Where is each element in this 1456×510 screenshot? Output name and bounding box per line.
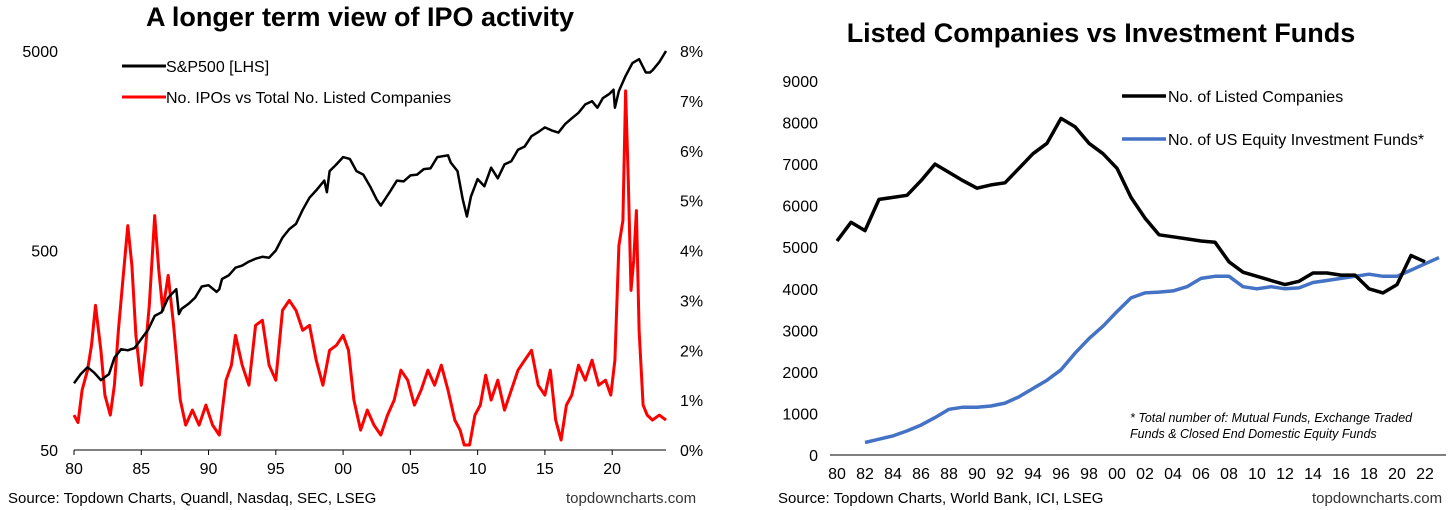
legend-label: No. of Listed Companies xyxy=(1168,89,1343,106)
x-tick-label: 80 xyxy=(828,466,846,483)
y-tick-label: 4000 xyxy=(782,282,818,299)
y-tick-label: 3000 xyxy=(782,323,818,340)
y-right-tick-label: 8% xyxy=(680,44,703,61)
left-source-text: Source: Topdown Charts, Quandl, Nasdaq, … xyxy=(8,490,377,507)
x-tick-label: 12 xyxy=(1276,466,1294,483)
y-tick-label: 1000 xyxy=(782,406,818,423)
y-tick-label: 5000 xyxy=(782,240,818,257)
right-source-text: Source: Topdown Charts, World Bank, ICI,… xyxy=(778,490,1104,507)
y-right-tick-label: 2% xyxy=(680,343,703,360)
left-chart-panel: A longer term view of IPO activity 80 85 9… xyxy=(0,0,720,510)
right-footnote: * Total number of: Mutual Funds, Exchang… xyxy=(1130,411,1413,441)
y-left-tick-label: 50 xyxy=(40,443,58,460)
legend-label: No. of US Equity Investment Funds* xyxy=(1168,132,1424,149)
x-tick-label: 82 xyxy=(856,466,874,483)
left-chart-title: A longer term view of IPO activity xyxy=(145,2,575,32)
y-right-tick-label: 5% xyxy=(680,194,703,211)
right-chart-panel: Listed Companies vs Investment Funds 80 8… xyxy=(760,0,1456,510)
x-tick-label: 00 xyxy=(1108,466,1126,483)
x-tick-label: 20 xyxy=(603,461,621,478)
legend-label: No. IPOs vs Total No. Listed Companies xyxy=(166,90,451,107)
x-tick-label: 80 xyxy=(65,461,83,478)
y-right-tick-label: 1% xyxy=(680,393,703,410)
y-tick-label: 2000 xyxy=(782,365,818,382)
x-tick-label: 00 xyxy=(334,461,352,478)
x-tick-label: 15 xyxy=(536,461,554,478)
x-tick-label: 90 xyxy=(968,466,986,483)
x-tick-label: 90 xyxy=(200,461,218,478)
ipo-ratio-series-line xyxy=(72,89,667,447)
x-tick-label: 04 xyxy=(1164,466,1182,483)
x-tick-label: 14 xyxy=(1304,466,1322,483)
y-tick-label: 0 xyxy=(809,448,818,465)
x-tick-label: 10 xyxy=(1248,466,1266,483)
left-chart-canvas: 80 85 90 95 00 05 10 15 20 50 500 5000 0% 1% 2% 3% 4% 5% 6… xyxy=(22,44,703,478)
x-tick-label: 05 xyxy=(401,461,419,478)
equity-funds-series-line xyxy=(864,255,1440,445)
listed-companies-series-line xyxy=(835,116,1426,295)
legend-label: S&P500 [LHS] xyxy=(166,59,269,76)
right-chart-canvas: 80 82 84 86 88 90 92 94 96 98 00 02 04 06 08 10 12 14 16 18… xyxy=(782,74,1446,483)
x-tick-label: 02 xyxy=(1136,466,1154,483)
y-right-tick-label: 0% xyxy=(680,443,703,460)
x-tick-label: 94 xyxy=(1024,466,1042,483)
y-right-tick-label: 7% xyxy=(680,94,703,111)
right-chart-title: Listed Companies vs Investment Funds xyxy=(846,18,1356,48)
y-tick-label: 6000 xyxy=(782,199,818,216)
y-tick-label: 7000 xyxy=(782,157,818,174)
x-tick-label: 88 xyxy=(940,466,958,483)
x-tick-label: 20 xyxy=(1388,466,1406,483)
y-tick-label: 8000 xyxy=(782,116,818,133)
x-tick-label: 18 xyxy=(1360,466,1378,483)
x-tick-label: 96 xyxy=(1052,466,1070,483)
x-tick-label: 06 xyxy=(1192,466,1210,483)
y-right-tick-label: 6% xyxy=(680,144,703,161)
y-left-tick-label: 5000 xyxy=(22,44,58,61)
x-tick-label: 84 xyxy=(884,466,902,483)
x-tick-label: 98 xyxy=(1080,466,1098,483)
y-right-tick-label: 4% xyxy=(680,244,703,261)
x-tick-label: 95 xyxy=(267,461,285,478)
x-tick-label: 08 xyxy=(1220,466,1238,483)
y-tick-label: 9000 xyxy=(782,74,818,91)
right-site-text: topdowncharts.com xyxy=(1312,490,1443,507)
x-tick-label: 10 xyxy=(469,461,487,478)
sp500-series-line xyxy=(72,50,668,385)
y-right-tick-label: 3% xyxy=(680,293,703,310)
y-left-tick-label: 500 xyxy=(31,244,58,261)
left-site-text: topdowncharts.com xyxy=(566,490,697,507)
x-tick-label: 92 xyxy=(996,466,1014,483)
x-tick-label: 86 xyxy=(912,466,930,483)
x-tick-label: 85 xyxy=(132,461,150,478)
x-tick-label: 16 xyxy=(1332,466,1350,483)
x-tick-label: 22 xyxy=(1416,466,1434,483)
